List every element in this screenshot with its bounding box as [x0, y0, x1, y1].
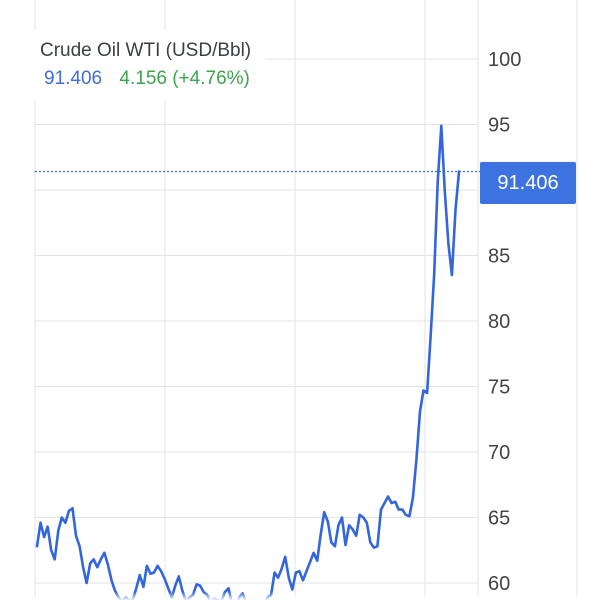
y-tick-label-85: 85 [488, 245, 510, 267]
y-tick-label-80: 80 [488, 311, 510, 333]
price-line [35, 124, 461, 600]
y-tick-label-60: 60 [488, 573, 510, 595]
y-tick-label-70: 70 [488, 442, 510, 464]
chart-legend: Crude Oil WTI (USD/Bbl) 91.406 4.156 (+4… [30, 30, 266, 100]
y-tick-label-100: 100 [488, 49, 521, 71]
legend-change: 4.156 (+4.76%) [119, 68, 250, 89]
legend-title: Crude Oil WTI (USD/Bbl) [40, 40, 252, 61]
bottom-fade [0, 592, 600, 600]
last-price-tag: 91.406 [480, 162, 576, 204]
y-tick-label-65: 65 [488, 507, 510, 529]
legend-values: 91.406 4.156 (+4.76%) [40, 64, 251, 94]
y-tick-label-75: 75 [488, 376, 510, 398]
legend-last-value: 91.406 [44, 68, 103, 89]
y-tick-label-95: 95 [488, 114, 510, 136]
